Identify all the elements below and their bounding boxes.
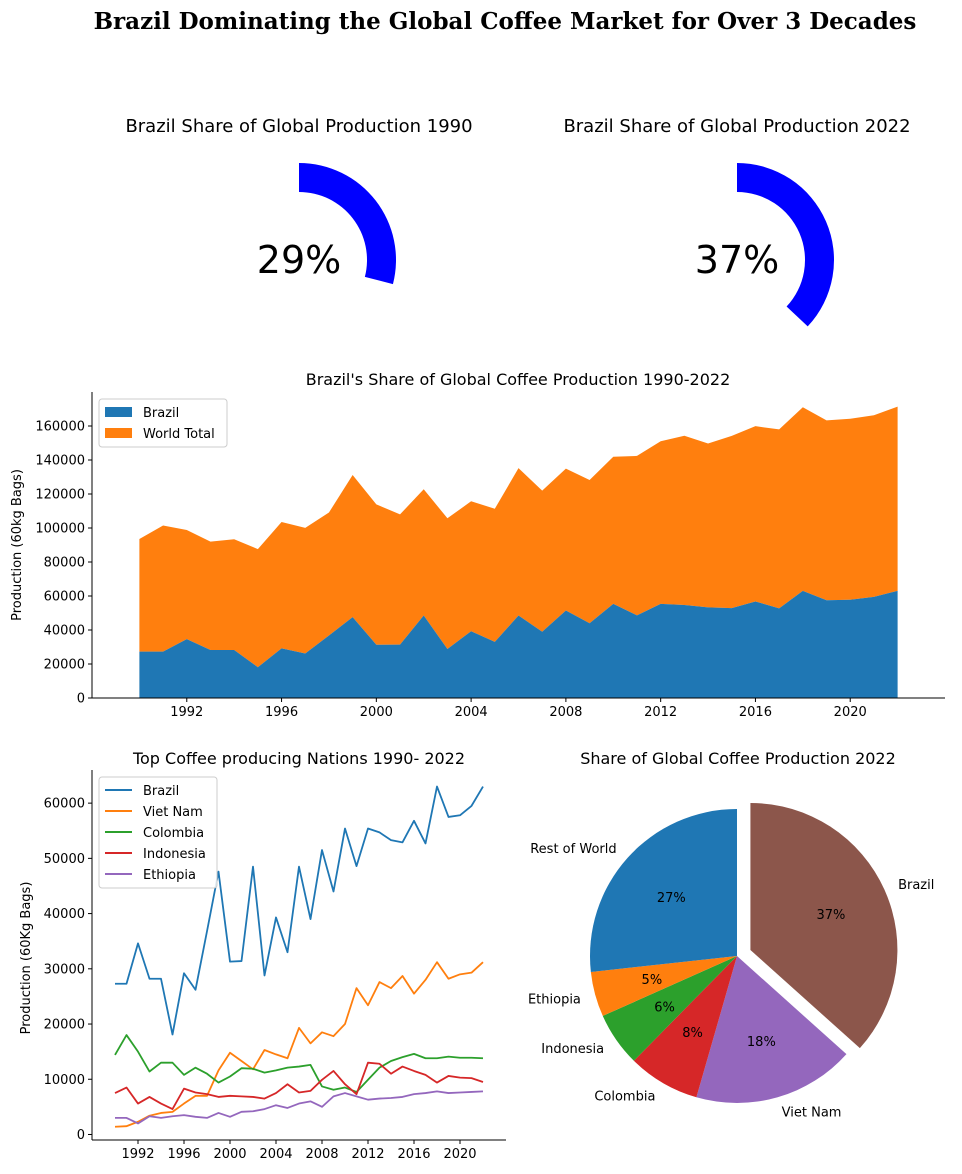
line-chart-y-tick-label: 50000 (44, 852, 85, 867)
line-chart-x-tick-label: 2000 (213, 1147, 246, 1162)
line-chart-legend-label: Colombia (143, 826, 204, 841)
gauge-1990-value: 29% (257, 238, 341, 282)
area-chart-x-tick-label: 2020 (834, 705, 867, 720)
pie-slice-ethiopia (590, 956, 737, 1016)
line-chart-legend-label: Viet Nam (143, 805, 203, 820)
pie-slice-brazil (750, 803, 898, 1049)
line-series-indonesia (114, 1061, 484, 1110)
pie-slice-label: Viet Nam (782, 1105, 842, 1120)
gauge-2022-arc (737, 163, 834, 327)
line-chart-x-tick-label: 1992 (121, 1147, 154, 1162)
area-chart-legend-swatch (105, 428, 132, 438)
area-chart-x-tick-label: 2004 (455, 705, 488, 720)
pie-slice-label: Rest of World (530, 842, 616, 857)
pie-slice-viet-nam (696, 956, 847, 1103)
pie-slice-colombia (633, 956, 737, 1098)
area-chart-x-tick-label: 1996 (265, 705, 298, 720)
line-chart-y-tick-label: 20000 (44, 1018, 85, 1033)
line-chart-legend-label: Indonesia (143, 847, 206, 862)
area-chart-legend-label: World Total (143, 427, 215, 442)
area-world-total (139, 406, 898, 668)
line-chart-y-tick-label: 60000 (44, 797, 85, 812)
pie-slice-label: Indonesia (541, 1042, 604, 1057)
pie-pct-label: 27% (657, 891, 686, 906)
pie-slice-label: Brazil (898, 878, 934, 893)
area-chart-y-tick-label: 0 (77, 692, 85, 707)
line-chart-x-tick-label: 2020 (443, 1147, 476, 1162)
area-chart: Brazil's Share of Global Coffee Producti… (10, 370, 945, 720)
area-chart-y-tick-label: 80000 (44, 556, 85, 571)
line-chart-title: Top Coffee producing Nations 1990- 2022 (132, 749, 465, 768)
area-chart-ylabel: Production (60kg Bags) (10, 469, 25, 621)
pie-pct-label: 8% (682, 1026, 703, 1041)
line-series-brazil (115, 785, 484, 1036)
area-chart-y-tick-label: 20000 (44, 658, 85, 673)
line-chart-x-tick-label: 2012 (351, 1147, 384, 1162)
pie-slice-rest-of-world (589, 809, 737, 972)
line-chart-legend-label: Ethiopia (143, 868, 196, 883)
area-chart-y-tick-label: 60000 (44, 590, 85, 605)
area-chart-y-tick-label: 120000 (35, 488, 85, 503)
line-chart-x-tick-label: 2004 (259, 1147, 292, 1162)
line-chart: Top Coffee producing Nations 1990- 2022 … (19, 749, 506, 1162)
line-chart-y-tick-label: 40000 (44, 907, 85, 922)
area-chart-y-tick-label: 160000 (35, 420, 85, 435)
gauge-2022-title: Brazil Share of Global Production 2022 (563, 116, 910, 137)
line-series-viet-nam (114, 961, 484, 1128)
pie-chart-title: Share of Global Coffee Production 2022 (580, 749, 896, 768)
line-series-colombia (114, 1034, 484, 1093)
gauge-1990-title: Brazil Share of Global Production 1990 (125, 116, 472, 137)
line-chart-ylabel: Production (60Kg Bags) (19, 882, 34, 1035)
area-chart-x-tick-label: 2012 (644, 705, 677, 720)
pie-pct-label: 37% (817, 908, 846, 923)
line-chart-x-tick-label: 2016 (397, 1147, 430, 1162)
area-chart-title: Brazil's Share of Global Coffee Producti… (306, 370, 731, 389)
line-chart-x-tick-label: 2008 (305, 1147, 338, 1162)
line-chart-x-tick-label: 1996 (167, 1147, 200, 1162)
gauge-1990: Brazil Share of Global Production 1990 2… (125, 116, 473, 285)
area-chart-legend-label: Brazil (143, 406, 179, 421)
area-brazil (139, 590, 898, 698)
pie-slice-label: Ethiopia (528, 992, 581, 1007)
figure-title: Brazil Dominating the Global Coffee Mark… (94, 8, 917, 35)
line-chart-legend-label: Brazil (143, 784, 179, 799)
gauge-2022: Brazil Share of Global Production 2022 3… (563, 116, 911, 327)
area-chart-x-tick-label: 2000 (360, 705, 393, 720)
pie-pct-label: 5% (642, 973, 663, 988)
pie-pct-label: 6% (654, 1000, 675, 1015)
line-series-ethiopia (115, 1090, 484, 1125)
pie-pct-label: 18% (747, 1035, 776, 1050)
area-chart-y-tick-label: 100000 (35, 522, 85, 537)
line-chart-legend-box (98, 776, 218, 889)
line-chart-y-tick-label: 0 (77, 1128, 85, 1143)
area-chart-y-tick-label: 40000 (44, 624, 85, 639)
area-chart-y-tick-label: 140000 (35, 454, 85, 469)
line-chart-y-tick-label: 30000 (44, 962, 85, 977)
pie-slice-label: Colombia (594, 1090, 655, 1105)
line-chart-y-tick-label: 10000 (44, 1073, 85, 1088)
area-chart-x-tick-label: 1992 (170, 705, 203, 720)
area-chart-x-tick-label: 2016 (739, 705, 772, 720)
gauge-2022-value: 37% (695, 238, 779, 282)
gauge-1990-arc (299, 163, 396, 285)
area-chart-legend-swatch (105, 407, 132, 417)
pie-chart: Share of Global Coffee Production 2022 3… (528, 749, 934, 1120)
area-chart-x-tick-label: 2008 (549, 705, 582, 720)
pie-slice-indonesia (602, 956, 737, 1061)
